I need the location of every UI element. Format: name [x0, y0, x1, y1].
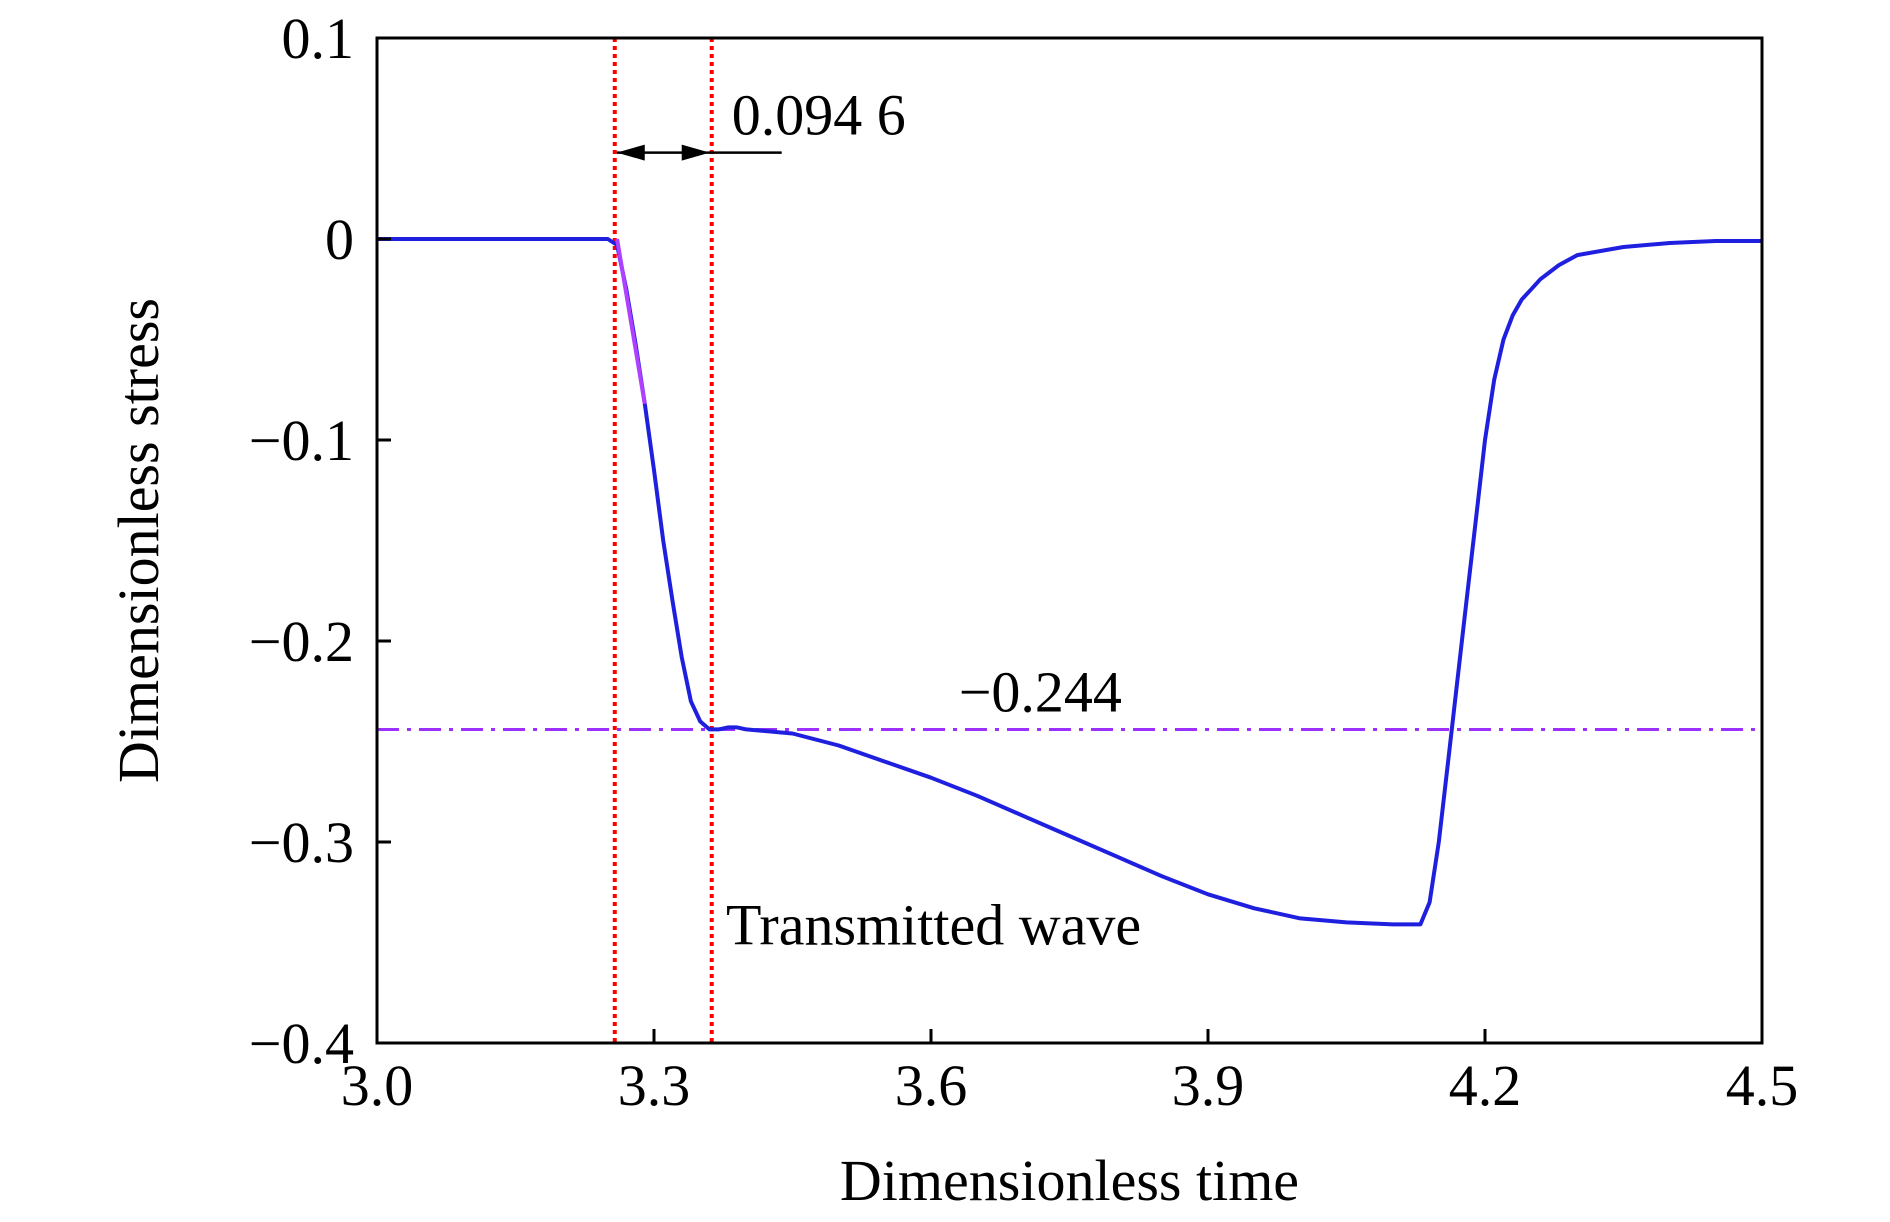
y-tick-label: 0.1	[282, 6, 355, 71]
interval-annotation: 0.094 6	[732, 83, 906, 148]
x-axis-title: Dimensionless time	[840, 1148, 1299, 1213]
y-tick-label: 0	[325, 207, 354, 272]
curve-annotation: Transmitted wave	[726, 893, 1141, 958]
y-tick-label: −0.1	[249, 408, 354, 473]
interval-arrowhead-left	[616, 144, 645, 161]
x-tick-label: 3.0	[341, 1053, 414, 1118]
y-tick-label: −0.2	[249, 609, 354, 674]
y-axis-title: Dimensionless stress	[106, 298, 171, 783]
x-axis: 3.0 3.3 3.6 3.9 4.2 4.5	[341, 1029, 1799, 1118]
y-axis: 0.1 0 −0.1 −0.2 −0.3 −0.4	[249, 6, 391, 1076]
x-tick-label: 3.9	[1172, 1053, 1245, 1118]
x-tick-label: 4.5	[1726, 1053, 1799, 1118]
x-tick-label: 3.3	[618, 1053, 691, 1118]
level-annotation: −0.244	[959, 659, 1122, 724]
interval-arrowhead-right	[681, 144, 710, 161]
rise-fit-segment	[615, 238, 647, 405]
x-tick-label: 3.6	[895, 1053, 968, 1118]
series-line	[377, 237, 1762, 927]
y-tick-label: −0.3	[249, 810, 354, 875]
plot-area	[377, 38, 1762, 1043]
plot-frame	[375, 36, 1764, 1045]
x-tick-label: 4.2	[1449, 1053, 1522, 1118]
y-tick-label: −0.4	[249, 1011, 354, 1076]
